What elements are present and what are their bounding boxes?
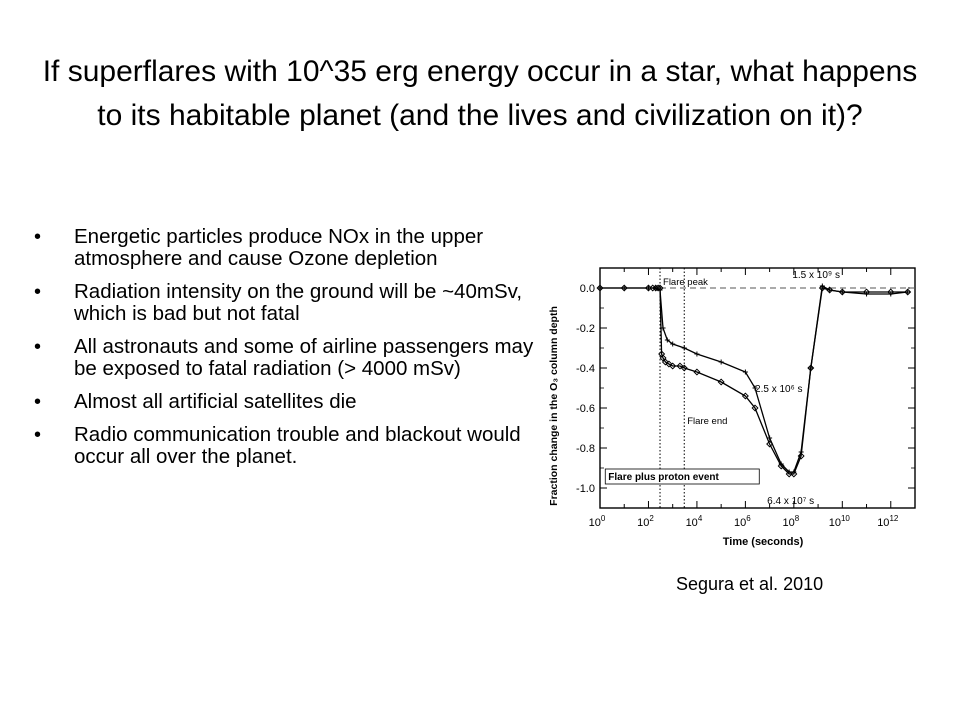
marker-label: Flare end — [687, 416, 727, 427]
bullet-text: All astronauts and some of airline passe… — [74, 335, 534, 380]
data-point-plus — [694, 351, 700, 357]
data-point-diamond — [807, 364, 815, 372]
bullet-item: • Almost all artificial satellites die — [34, 390, 540, 414]
citation-credit: Segura et al. 2010 — [676, 574, 824, 594]
bullet-item: • Energetic particles produce NOx in the … — [34, 225, 540, 270]
bullet-dot-icon: • — [34, 336, 42, 358]
ozone-chart: 100 102 104 106 108 1010 1012 0.0 -0.2 -0.4 -0.6 -0… — [540, 258, 920, 558]
data-point-diamond — [654, 284, 662, 292]
slide-title: If superflares with 10^35 erg energy occ… — [42, 55, 918, 132]
data-point-plus — [718, 359, 724, 365]
chart-annotation: Flare plus proton event — [608, 472, 719, 483]
x-tick-label: 1012 — [877, 514, 899, 529]
data-point-diamond — [659, 354, 667, 362]
bullet-list: • Energetic particles produce NOx in the … — [34, 225, 540, 479]
y-axis-label: Fraction change in the O₃ column depth — [548, 306, 560, 506]
chart-annotation: 6.4 x 10⁷ s — [767, 496, 814, 507]
data-point-plus — [767, 435, 773, 441]
data-point-diamond — [826, 286, 834, 294]
data-point-diamond — [887, 288, 895, 296]
data-point-plus — [681, 345, 687, 351]
data-point-diamond — [790, 470, 798, 478]
data-point-diamond — [717, 378, 725, 386]
data-point-diamond — [669, 362, 677, 370]
bullet-dot-icon: • — [34, 424, 42, 446]
data-point-diamond — [751, 404, 759, 412]
data-point-plus — [670, 341, 676, 347]
data-point-diamond — [797, 452, 805, 460]
bullet-text: Radio communication trouble and blackout… — [74, 423, 521, 468]
bullet-item: • Radiation intensity on the ground will … — [34, 280, 540, 325]
data-point-diamond — [596, 284, 604, 292]
x-axis-label: Time (seconds) — [723, 536, 804, 548]
data-point-diamond — [766, 440, 774, 448]
x-tick-label: 102 — [637, 514, 654, 529]
bullet-text: Almost all artificial satellites die — [74, 390, 357, 413]
x-tick-label: 100 — [589, 514, 606, 529]
data-point-plus — [664, 337, 670, 343]
data-point-diamond — [676, 362, 684, 370]
data-point-plus — [742, 369, 748, 375]
chart-annotation: 2.5 x 10⁶ s — [755, 384, 802, 395]
bullet-item: • Radio communication trouble and blackou… — [34, 423, 540, 468]
data-point-diamond — [777, 462, 785, 470]
y-tick-label: -0.2 — [576, 323, 595, 335]
plot-layer: 100 102 104 106 108 1010 1012 0.0 -0.2 -0.4 -0.6 -0… — [576, 267, 916, 529]
x-tick-label: 104 — [686, 514, 703, 529]
series-line — [600, 287, 908, 475]
y-tick-label: 0.0 — [580, 283, 595, 295]
series-line — [600, 284, 908, 473]
y-tick-label: -0.6 — [576, 403, 595, 415]
data-point-diamond — [818, 284, 826, 292]
y-tick-label: -0.4 — [576, 363, 595, 375]
x-tick-label: 106 — [734, 514, 751, 529]
data-point-diamond — [665, 360, 673, 368]
data-point-diamond — [693, 368, 701, 376]
data-point-diamond — [863, 288, 871, 296]
bullet-text: Energetic particles produce NOx in the u… — [74, 225, 484, 270]
bullet-item: • All astronauts and some of airline pass… — [34, 335, 540, 380]
bullet-dot-icon: • — [34, 281, 42, 303]
ozone-chart-svg: 100 102 104 106 108 1010 1012 0.0 -0.2 -0.4 -0.6 -0… — [548, 267, 916, 548]
data-point-diamond — [661, 358, 669, 366]
bullet-dot-icon: • — [34, 226, 42, 248]
annotation-box — [604, 468, 760, 485]
bullet-dot-icon: • — [34, 391, 42, 413]
data-point-diamond — [656, 284, 664, 292]
data-point-diamond — [741, 392, 749, 400]
data-point-diamond — [620, 284, 628, 292]
data-point-diamond — [838, 288, 846, 296]
data-point-diamond — [904, 288, 912, 296]
data-point-diamond — [785, 470, 793, 478]
x-tick-label: 108 — [782, 514, 799, 529]
x-tick-label: 1010 — [829, 514, 851, 529]
y-tick-label: -0.8 — [576, 443, 595, 455]
data-point-plus — [752, 385, 758, 391]
data-point-diamond — [680, 364, 688, 372]
marker-label: Flare peak — [663, 277, 708, 288]
chart-annotation: 1.5 x 10⁹ s — [792, 270, 840, 281]
y-tick-label: -1.0 — [576, 483, 595, 495]
bullet-text: Radiation intensity on the ground will b… — [74, 280, 523, 325]
